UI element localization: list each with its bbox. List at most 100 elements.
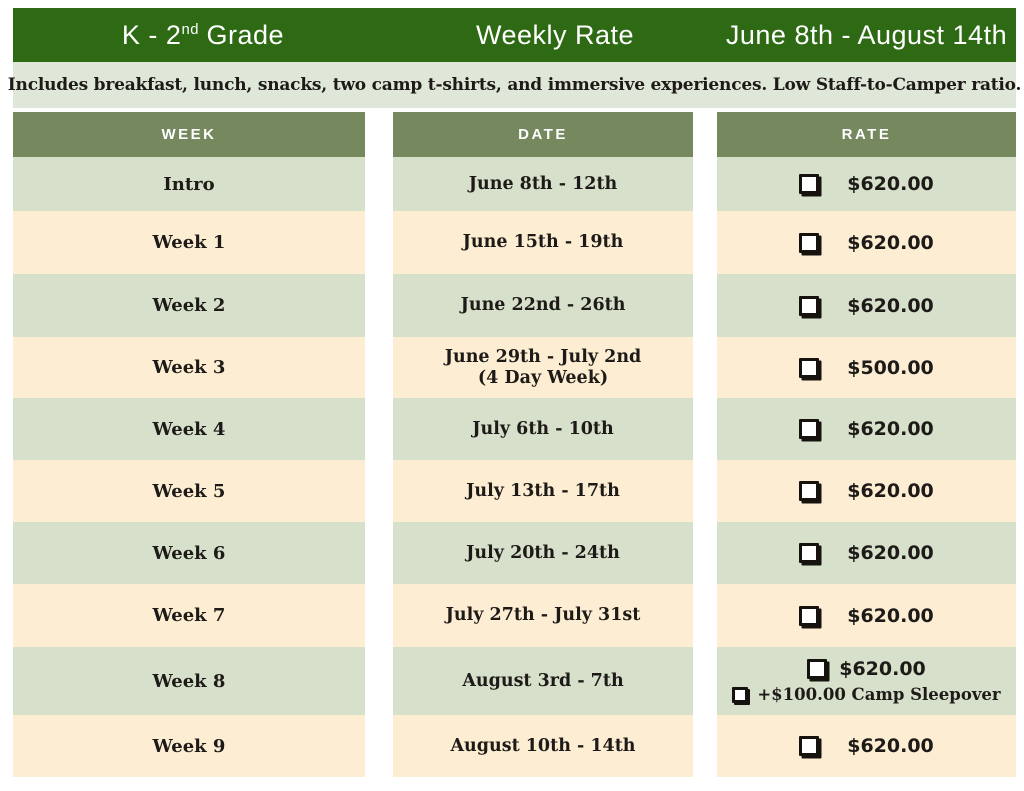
rate-option: $620.00 (799, 295, 934, 317)
date-cell: July 6th - 10th (393, 398, 693, 460)
season-date-range-text: June 8th - August 14th (725, 19, 1008, 50)
date-label: June 22nd - 26th (460, 295, 626, 315)
rate-option: $500.00 (799, 357, 934, 379)
week-cell: Intro (13, 157, 365, 211)
rate-option: $620.00 (799, 605, 934, 627)
rate-label: $620.00 (847, 294, 934, 317)
grade-superscript: nd (181, 21, 199, 38)
rate-label: $500.00 (847, 356, 934, 379)
week-label: Week 5 (152, 480, 226, 502)
week-cells: Intro Week 1 Week 2 Week 3 Week 4 Week 5 Week … (13, 157, 365, 777)
week-cell: Week 7 (13, 584, 365, 647)
title-bar: K - 2nd Grade Weekly Rate June 8th - Augu… (13, 8, 1016, 62)
rate-label: $620.00 (847, 604, 934, 627)
checkbox-icon[interactable] (799, 357, 820, 378)
checkbox-icon[interactable] (799, 736, 820, 756)
week-label: Week 8 (152, 670, 226, 692)
date-label: July 6th - 10th (472, 418, 614, 439)
week-column-header: WEEK (13, 112, 365, 157)
date-cell: June 22nd - 26th (393, 274, 693, 337)
season-date-range: June 8th - August 14th (717, 20, 1016, 51)
date-cell: June 29th - July 2nd (4 Day Week) (393, 337, 693, 398)
rate-cell: $620.00 (717, 274, 1016, 337)
rate-cells: $620.00 $620.00 $620.00 $500.00 $620.00 $620.… (717, 157, 1016, 777)
rate-cell: $620.00 (717, 715, 1016, 777)
sheet-title: Weekly Rate (393, 20, 717, 51)
date-cell: July 20th - 24th (393, 522, 693, 584)
date-label: August 10th - 14th (450, 735, 636, 756)
grade-title-text: K - 2nd Grade (121, 19, 285, 50)
date-label: July 13th - 17th (466, 480, 620, 501)
week-label: Week 3 (152, 357, 226, 378)
week-column: WEEK Intro Week 1 Week 2 Week 3 Week 4 Week 5… (13, 112, 365, 777)
rate-option: $620.00 (799, 418, 934, 440)
week-label: Week 1 (152, 232, 226, 253)
rate-cell: $620.00 +$100.00 Camp Sleepover (717, 647, 1016, 715)
date-label: August 3rd - 7th (462, 670, 624, 691)
checkbox-icon[interactable] (799, 605, 820, 626)
week-label: Week 6 (152, 542, 226, 564)
week-label: Week 9 (152, 735, 226, 757)
grade-title: K - 2nd Grade (13, 20, 393, 51)
checkbox-icon[interactable] (799, 481, 820, 501)
rate-column: RATE $620.00 $620.00 $620.00 $500.00 $620.00… (717, 112, 1016, 777)
date-cell: July 27th - July 31st (393, 584, 693, 647)
rate-label: $620.00 (847, 735, 934, 757)
sheet-title-text: Weekly Rate (475, 19, 635, 50)
date-label: June 15th - 19th (462, 232, 624, 252)
week-cell: Week 3 (13, 337, 365, 398)
checkbox-icon[interactable] (732, 686, 749, 703)
rate-option: $620.00 (799, 173, 934, 195)
checkbox-icon[interactable] (799, 419, 820, 439)
includes-banner: Includes breakfast, lunch, snacks, two c… (8, 62, 1021, 108)
checkbox-icon[interactable] (799, 232, 820, 253)
checkbox-icon[interactable] (799, 174, 820, 194)
rate-cell: $620.00 (717, 522, 1016, 584)
week-cell: Week 8 (13, 647, 365, 715)
date-cell: June 8th - 12th (393, 157, 693, 211)
rate-label: $620.00 (847, 542, 934, 564)
includes-banner-text: Includes breakfast, lunch, snacks, two c… (7, 75, 1022, 95)
rate-option: $620.00 (799, 480, 934, 502)
date-column-header: DATE (393, 112, 693, 157)
date-label: June 29th - July 2nd (444, 346, 642, 367)
week-cell: Week 6 (13, 522, 365, 584)
rate-option: $620.00 (807, 658, 926, 680)
week-cell: Week 2 (13, 274, 365, 337)
checkbox-icon[interactable] (799, 295, 820, 316)
rate-cell: $620.00 (717, 157, 1016, 211)
date-label: June 8th - 12th (468, 173, 618, 194)
rate-option: $620.00 (799, 735, 934, 757)
week-cell: Week 4 (13, 398, 365, 460)
rate-label: +$100.00 Camp Sleepover (757, 685, 1001, 704)
week-cell: Week 1 (13, 211, 365, 274)
checkbox-icon[interactable] (807, 659, 828, 679)
date-cells: June 8th - 12th June 15th - 19th June 22nd… (393, 157, 693, 777)
week-cell: Week 9 (13, 715, 365, 777)
rate-label: $620.00 (847, 173, 934, 195)
week-label: Week 4 (152, 418, 226, 440)
rate-label: $620.00 (839, 658, 926, 680)
week-cell: Week 5 (13, 460, 365, 522)
rate-cell: $620.00 (717, 584, 1016, 647)
rate-option: +$100.00 Camp Sleepover (732, 685, 1001, 704)
week-label: Week 2 (152, 295, 226, 316)
rate-cell: $500.00 (717, 337, 1016, 398)
week-label: Intro (163, 173, 215, 195)
date-cell: June 15th - 19th (393, 211, 693, 274)
rate-cell: $620.00 (717, 398, 1016, 460)
rate-label: $620.00 (847, 480, 934, 502)
date-cell: August 10th - 14th (393, 715, 693, 777)
date-label: (4 Day Week) (477, 367, 609, 388)
rate-label: $620.00 (847, 231, 934, 254)
checkbox-icon[interactable] (799, 543, 820, 563)
date-label: July 20th - 24th (466, 542, 620, 563)
date-cell: August 3rd - 7th (393, 647, 693, 715)
rate-label: $620.00 (847, 418, 934, 440)
rate-cell: $620.00 (717, 211, 1016, 274)
date-column: DATE June 8th - 12th June 15th - 19th June… (393, 112, 693, 777)
rate-cell: $620.00 (717, 460, 1016, 522)
rate-table: WEEK Intro Week 1 Week 2 Week 3 Week 4 Week 5… (13, 112, 1016, 777)
week-label: Week 7 (152, 605, 226, 626)
